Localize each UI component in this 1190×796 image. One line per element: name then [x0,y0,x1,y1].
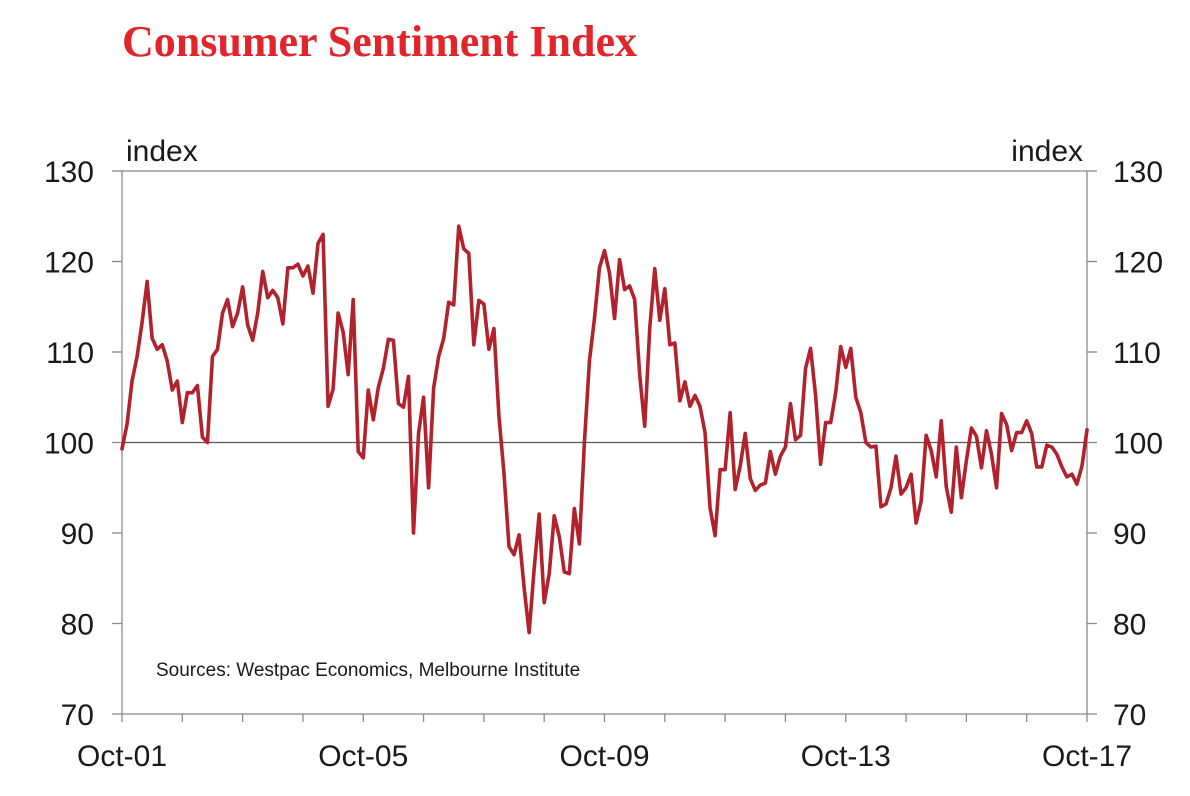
y-tick-label-right: 120 [1113,247,1163,280]
axis-labels: 70 70 80 80 90 90 100 100 110 110 120 120 130 130 Oct-… [44,156,1163,773]
series-layer [120,224,1089,635]
y-tick-label-left: 80 [61,609,94,642]
x-tick-label: Oct-13 [801,740,891,773]
y-tick-label-left: 100 [44,428,94,461]
y-tick-label-left: 70 [61,699,94,732]
y-tick-label-right: 70 [1113,699,1146,732]
y-tick-label-right: 100 [1113,428,1163,461]
series-line-consumer-sentiment [120,224,1089,635]
x-tick-label: Oct-05 [318,740,408,773]
right-axis-unit-label: index [1011,135,1083,168]
source-annotation: Sources: Westpac Economics, Melbourne In… [156,660,580,681]
left-axis-unit-label: index [126,135,198,168]
chart-title: Consumer Sentiment Index [122,17,638,66]
y-tick-label-left: 90 [61,518,94,551]
y-tick-label-right: 130 [1113,156,1163,189]
y-tick-label-right: 80 [1113,609,1146,642]
axis-ticks [112,170,1097,722]
y-tick-label-right: 110 [1113,337,1161,370]
y-tick-label-left: 130 [44,156,94,189]
x-tick-label: Oct-09 [559,740,649,773]
y-tick-label-right: 90 [1113,518,1146,551]
x-tick-label: Oct-01 [77,740,167,773]
y-tick-label-left: 120 [44,247,94,280]
y-tick-label-left: 110 [46,337,94,370]
x-tick-label: Oct-17 [1042,740,1132,773]
